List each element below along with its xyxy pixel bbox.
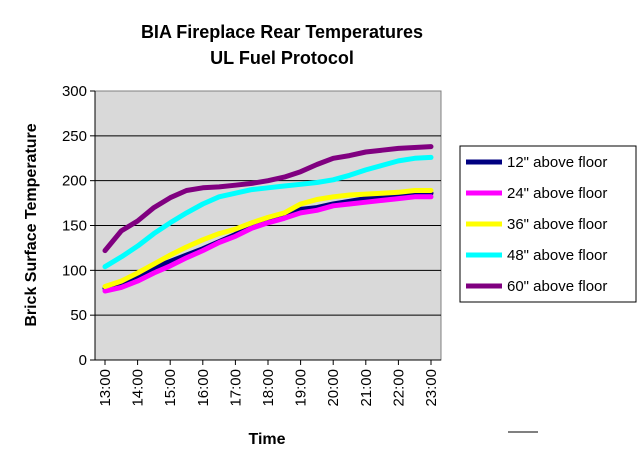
x-tick-label: 22:00 [390,369,407,407]
x-tick-label: 15:00 [162,369,179,407]
y-tick-label: 50 [70,307,87,324]
x-tick-label: 14:00 [130,369,147,407]
legend-item: 36" above floor [466,216,607,233]
chart-title: BIA Fireplace Rear Temperatures [141,22,423,42]
series-line-1 [102,194,434,294]
series-line-2 [102,188,434,289]
legend-item: 60" above floor [466,278,607,295]
y-tick-label: 100 [62,262,87,279]
x-tick-label: 13:00 [97,369,114,407]
legend-label: 60" above floor [507,278,607,295]
legend-item: 24" above floor [466,185,607,202]
legend-item: 12" above floor [466,154,607,171]
y-tick-label: 250 [62,128,87,145]
y-tick-label: 200 [62,173,87,190]
x-tick-label: 20:00 [325,369,342,407]
series-line-3 [102,154,434,270]
x-tick-label: 21:00 [358,369,375,407]
x-tick-label: 17:00 [227,369,244,407]
y-tick-label: 150 [62,218,87,235]
legend-label: 24" above floor [507,185,607,202]
x-tick-label: 23:00 [423,369,440,407]
y-tick-label: 0 [79,352,87,369]
series-line-4 [102,144,434,254]
y-axis-label: Brick Surface Temperature [23,123,40,326]
x-axis-label: Time [248,431,285,448]
legend-label: 12" above floor [507,154,607,171]
legend: 12" above floor 24" above floor 36" above … [459,145,637,303]
y-tick-label: 300 [62,83,87,100]
legend-label: 48" above floor [507,247,607,264]
x-tick-label: 18:00 [260,369,277,407]
x-tick-label: 19:00 [293,369,310,407]
chart-subtitle: UL Fuel Protocol [210,48,354,68]
legend-label: 36" above floor [507,216,607,233]
legend-item: 48" above floor [466,247,607,264]
x-tick-label: 16:00 [195,369,212,407]
